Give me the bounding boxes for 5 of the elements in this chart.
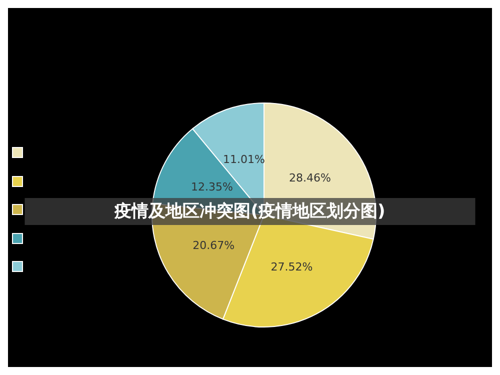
data-label: 27.52% [270,260,313,274]
data-label: 20.67% [192,239,235,252]
data-label: 12.35% [190,180,233,194]
text: 疫情及地区冲突图(疫情地区划分图) [114,202,386,222]
data-label: 28.46% [289,172,331,185]
